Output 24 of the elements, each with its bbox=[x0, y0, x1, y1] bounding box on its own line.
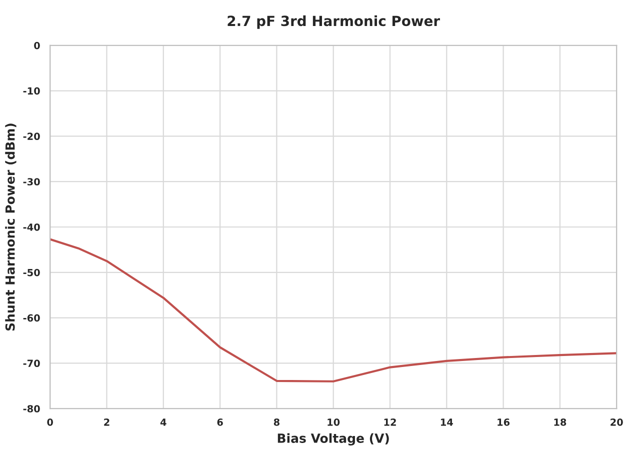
x-tick-label: 4 bbox=[160, 418, 166, 426]
y-tick-label: -40 bbox=[23, 223, 40, 231]
x-tick-label: 14 bbox=[440, 418, 453, 426]
y-axis-title: Shunt Harmonic Power (dBm) bbox=[5, 124, 16, 331]
x-tick-label: 6 bbox=[217, 418, 223, 426]
x-axis-title: Bias Voltage (V) bbox=[278, 433, 389, 446]
y-tick-label: -10 bbox=[23, 87, 40, 95]
x-tick-label: 0 bbox=[47, 418, 53, 426]
y-tick-label: -30 bbox=[23, 178, 40, 186]
y-tick-label: -80 bbox=[23, 405, 40, 412]
chart-title: 2.7 pF 3rd Harmonic Power bbox=[228, 15, 440, 29]
x-tick-label: 10 bbox=[328, 418, 340, 426]
y-tick-label: 0 bbox=[34, 42, 40, 50]
y-tick-label: -50 bbox=[23, 268, 40, 276]
y-tick-label: -70 bbox=[23, 360, 40, 368]
x-tick-label: 12 bbox=[384, 418, 396, 426]
line-series bbox=[50, 238, 617, 382]
x-tick-label: 18 bbox=[554, 418, 566, 426]
y-tick-label: -20 bbox=[23, 132, 40, 140]
x-tick-label: 16 bbox=[498, 418, 510, 426]
y-tick-label: -60 bbox=[23, 314, 40, 322]
x-tick-label: 20 bbox=[610, 418, 623, 426]
x-tick-label: 2 bbox=[104, 418, 110, 426]
x-tick-label: 8 bbox=[274, 418, 280, 426]
